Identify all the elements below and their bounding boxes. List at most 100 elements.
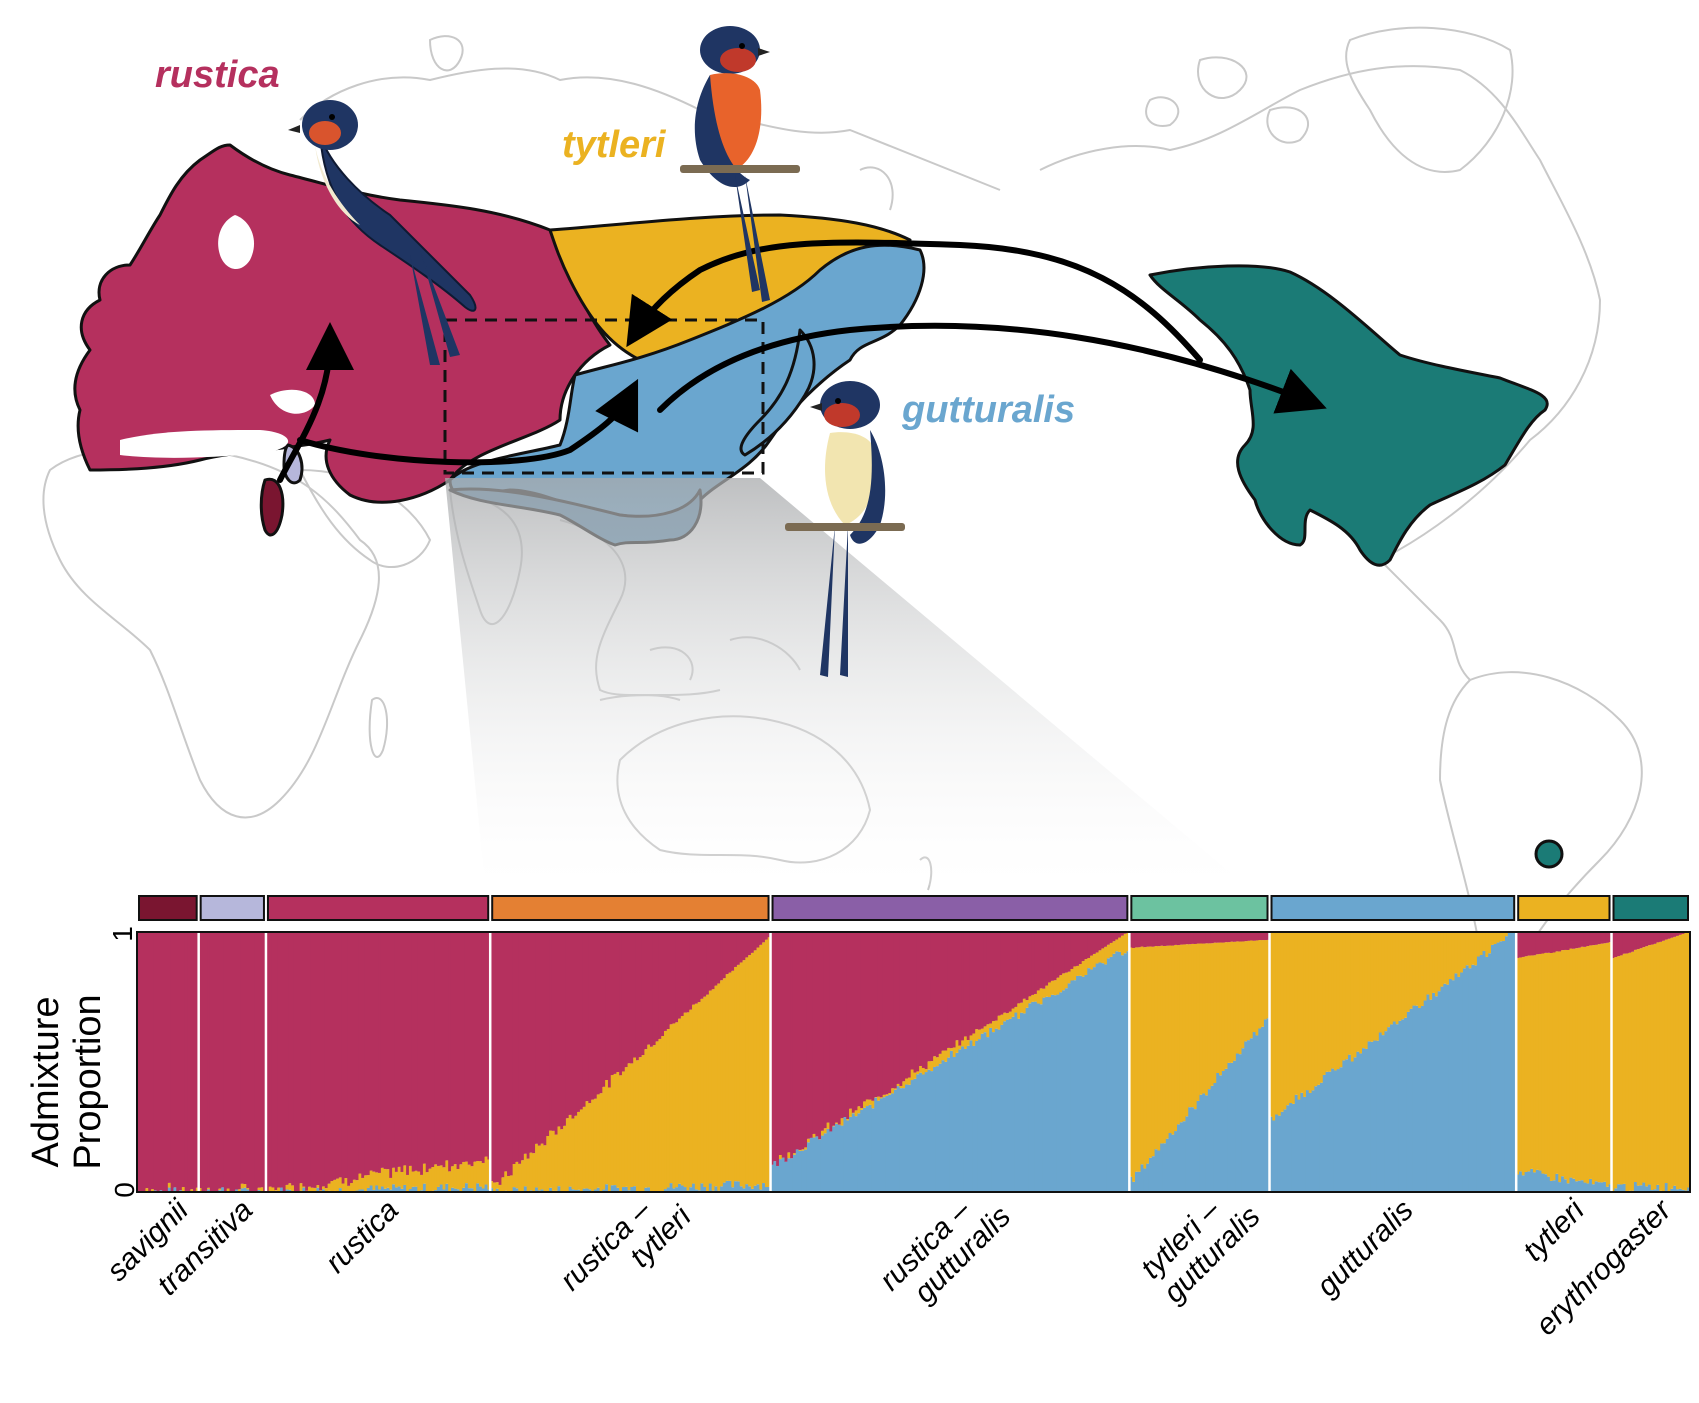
admixture-bar-6-29-tytleri [1350, 932, 1355, 1062]
admixture-bar-3-55-tytleri [644, 1049, 648, 1188]
admixture-bar-8-7-rustica [1631, 932, 1635, 952]
admixture-bar-3-3-tytleri [498, 1184, 503, 1192]
admixture-bar-4-36-rustica [871, 932, 875, 1101]
admixture-bar-5-38-gutturalis [1235, 1053, 1240, 1192]
admixture-bar-3-54-tytleri [641, 1055, 645, 1192]
admixture-bar-8-3-rustica [1619, 932, 1624, 956]
admixture-bar-3-23-tytleri [554, 1134, 559, 1191]
admixture-bar-3-16-gutturalis [535, 1187, 539, 1192]
admixture-bar-3-86-gutturalis [731, 1187, 735, 1192]
admixture-bar-8-27-gutturalis [1687, 1187, 1691, 1192]
admixture-bar-5-30-tytleri [1213, 942, 1217, 1083]
admixture-bar-5-13-tytleri [1165, 945, 1170, 1139]
admixture-bar-5-12-tytleri [1162, 945, 1167, 1144]
admixture-bar-6-61-gutturalis [1440, 986, 1444, 1192]
admixture-bar-4-106-rustica [1067, 932, 1072, 972]
admixture-bar-3-55-gutturalis [644, 1187, 648, 1192]
admixture-bar-6-7-gutturalis [1289, 1102, 1293, 1192]
zoom-wedge [445, 478, 1245, 885]
admixture-bar-2-58-tytleri [428, 1168, 432, 1192]
admixture-bar-4-15-gutturalis [812, 1137, 816, 1192]
admixture-bar-6-1-gutturalis [1272, 1120, 1276, 1192]
admixture-bar-2-75-gutturalis [476, 1183, 480, 1192]
admixture-bar-1-22-rustica [260, 932, 264, 1188]
admixture-bar-1-16-gutturalis [243, 1187, 247, 1192]
admixture-bar-3-78-tytleri [708, 990, 713, 1184]
admixture-bar-2-64-gutturalis [445, 1183, 449, 1192]
admixture-bar-5-1-rustica [1132, 932, 1136, 948]
admixture-bar-4-61-rustica [941, 932, 945, 1051]
admixture-bar-4-15-rustica [812, 932, 816, 1134]
admixture-bar-5-26-gutturalis [1202, 1093, 1206, 1192]
admixture-bar-8-20-tytleri [1667, 938, 1671, 1192]
admixture-bar-4-62-gutturalis [944, 1061, 948, 1192]
admixture-bar-7-5-tytleri [1530, 955, 1534, 1169]
group-color-bars [138, 895, 1690, 921]
admixture-bar-6-83-tytleri [1502, 932, 1506, 941]
admixture-bar-3-97-tytleri [762, 942, 766, 1184]
admixture-bar-4-45-rustica [896, 932, 901, 1084]
admixture-bar-5-37-gutturalis [1233, 1060, 1237, 1192]
admixture-bar-1-16-tytleri [243, 1184, 247, 1188]
admixture-bar-4-7-rustica [790, 932, 794, 1159]
admixture-bar-7-20-tytleri [1572, 948, 1576, 1179]
admixture-bar-3-47-rustica [621, 932, 626, 1072]
admixture-bar-4-42-rustica [888, 932, 892, 1094]
admixture-bar-7-27-rustica [1591, 932, 1596, 946]
group-color-bar-5 [1130, 895, 1269, 921]
admixture-bar-2-9-rustica [291, 932, 295, 1186]
admixture-bar-4-28-gutturalis [849, 1116, 853, 1192]
admixture-bar-7-10-rustica [1544, 932, 1548, 953]
admixture-bar-4-97-gutturalis [1042, 997, 1046, 1192]
admixture-bar-8-18-tytleri [1661, 940, 1666, 1192]
admixture-bar-4-65-gutturalis [952, 1056, 957, 1192]
admixture-bar-6-84-gutturalis [1504, 936, 1509, 1192]
admixture-bar-4-103-gutturalis [1059, 992, 1063, 1192]
admixture-bar-6-28-tytleri [1348, 932, 1352, 1055]
admixture-bar-2-3-rustica [274, 932, 278, 1191]
admixture-bar-7-29-tytleri [1597, 944, 1601, 1183]
admixture-bar-8-15-tytleri [1653, 943, 1657, 1190]
admixture-bar-4-95-gutturalis [1036, 1003, 1041, 1192]
admixture-bar-3-21-gutturalis [549, 1187, 553, 1192]
admixture-bar-5-15-rustica [1171, 932, 1175, 946]
admixture-bar-2-67-rustica [453, 932, 458, 1165]
admixture-bar-3-47-tytleri [621, 1071, 626, 1188]
admixture-bar-3-30-rustica [574, 932, 578, 1116]
admixture-bar-6-18-gutturalis [1319, 1082, 1324, 1192]
admixture-bar-6-82-tytleri [1499, 932, 1503, 942]
admixture-bar-3-81-tytleri [717, 983, 721, 1191]
admixture-bar-3-43-rustica [610, 932, 615, 1076]
admixture-bar-5-44-tytleri [1252, 940, 1257, 1033]
admixture-bar-4-58-rustica [933, 932, 937, 1057]
admixture-bar-3-35-rustica [588, 932, 592, 1104]
admixture-bar-5-3-gutturalis [1137, 1171, 1142, 1192]
admixture-bar-4-79-rustica [991, 932, 996, 1022]
admixture-bar-3-45-rustica [616, 932, 620, 1073]
admixture-bar-7-18-rustica [1566, 932, 1571, 950]
admixture-bar-8-10-rustica [1639, 932, 1643, 949]
admixture-bar-5-24-tytleri [1196, 943, 1201, 1101]
admixture-bar-2-71-rustica [464, 932, 469, 1162]
admixture-bar-7-32-gutturalis [1605, 1186, 1610, 1192]
admixture-bar-3-24-rustica [557, 932, 561, 1127]
admixture-bar-3-51-gutturalis [633, 1186, 637, 1192]
admixture-bar-7-10-tytleri [1544, 952, 1548, 1175]
admixture-bar-2-67-tytleri [453, 1164, 458, 1189]
admixture-bar-2-61-rustica [436, 932, 441, 1166]
admixture-bar-5-16-gutturalis [1174, 1131, 1178, 1192]
admixture-bar-6-66-tytleri [1454, 932, 1458, 974]
admixture-bar-4-94-tytleri [1034, 993, 1038, 1002]
arrow-to-east-asia [297, 378, 639, 466]
admixture-bar-3-90-gutturalis [742, 1188, 746, 1192]
admixture-bar-3-36-rustica [591, 932, 595, 1100]
admixture-bar-4-114-gutturalis [1090, 969, 1094, 1192]
admixture-bar-3-41-rustica [605, 932, 609, 1081]
admixture-bar-3-88-tytleri [736, 964, 741, 1182]
admixture-bar-4-116-rustica [1095, 932, 1100, 953]
admixture-bar-0-16-tytleri [181, 1187, 186, 1192]
admixture-bar-6-39-tytleri [1378, 932, 1383, 1033]
admixture-bar-2-12-rustica [299, 932, 303, 1184]
admixture-bar-7-20-gutturalis [1572, 1178, 1576, 1192]
admixture-bar-1-2-rustica [204, 932, 208, 1191]
